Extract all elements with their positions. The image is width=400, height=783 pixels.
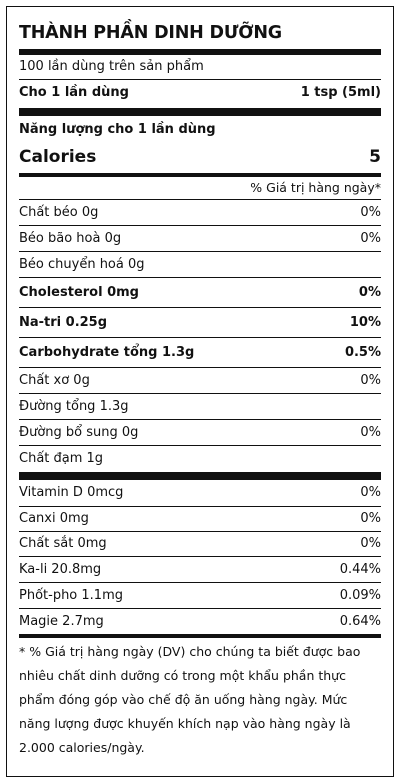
micronutrient-row: Phốt-pho 1.1mg 0.09% — [19, 582, 381, 608]
nutrient-dv: 0% — [360, 425, 381, 440]
nutrient-label: Chất béo 0g — [19, 205, 99, 220]
nutrient-label: Canxi 0mg — [19, 511, 89, 526]
nutrient-row: Béo bão hoà 0g 0% — [19, 225, 381, 251]
energy-per-serving-label: Năng lượng cho 1 lần dùng — [19, 122, 216, 137]
nutrient-dv: 0% — [360, 205, 381, 220]
micronutrient-row: Ka-li 20.8mg 0.44% — [19, 556, 381, 582]
nutrient-dv: 0.09% — [339, 588, 381, 603]
nutrient-label: Béo bão hoà 0g — [19, 231, 122, 246]
nutrient-row: Chất đạm 1g — [19, 445, 381, 472]
divider — [19, 634, 381, 638]
divider — [19, 108, 381, 116]
nutrient-dv: 0% — [360, 511, 381, 526]
nutrient-dv: 0.64% — [339, 614, 381, 629]
nutrient-row: Chất béo 0g 0% — [19, 199, 381, 225]
nutrient-dv: 0% — [360, 373, 381, 388]
nutrient-label: Na-tri 0.25g — [19, 315, 108, 330]
nutrient-row: Đường bổ sung 0g 0% — [19, 419, 381, 445]
micronutrient-row: Vitamin D 0mcg 0% — [19, 480, 381, 506]
nutrient-row: Cholesterol 0mg 0% — [19, 277, 381, 307]
nutrient-dv: 10% — [349, 315, 381, 330]
nutrition-facts-label: THÀNH PHẦN DINH DƯỠNG 100 lần dùng trên … — [6, 6, 394, 777]
label-title: THÀNH PHẦN DINH DƯỠNG — [19, 23, 282, 43]
nutrient-dv: 0.44% — [339, 562, 381, 577]
nutrient-row: Na-tri 0.25g 10% — [19, 307, 381, 337]
nutrient-dv: 0% — [358, 285, 381, 300]
nutrient-dv: 0% — [360, 485, 381, 500]
micronutrient-row: Chất sắt 0mg 0% — [19, 531, 381, 556]
serving-size-label: Cho 1 lần dùng — [19, 85, 129, 100]
divider — [19, 472, 381, 480]
nutrient-dv: 0% — [360, 536, 381, 551]
nutrient-label: Cholesterol 0mg — [19, 285, 139, 300]
calories-value: 5 — [369, 147, 381, 167]
nutrient-row: Đường tổng 1.3g — [19, 393, 381, 419]
nutrient-label: Đường tổng 1.3g — [19, 399, 129, 414]
calories-label: Calories — [19, 147, 97, 167]
nutrient-row: Chất xơ 0g 0% — [19, 367, 381, 393]
nutrient-label: Chất sắt 0mg — [19, 536, 107, 551]
micronutrient-row: Canxi 0mg 0% — [19, 506, 381, 531]
divider — [19, 79, 381, 80]
servings-per-container: 100 lần dùng trên sản phẩm — [19, 59, 204, 74]
divider — [19, 173, 381, 177]
nutrient-label: Phốt-pho 1.1mg — [19, 588, 123, 603]
daily-value-header: % Giá trị hàng ngày* — [250, 180, 381, 195]
serving-size-row: Cho 1 lần dùng 1 tsp (5ml) — [19, 80, 381, 108]
nutrient-dv: 0.5% — [344, 345, 381, 360]
nutrient-label: Đường bổ sung 0g — [19, 425, 139, 440]
daily-value-footnote: * % Giá trị hàng ngày (DV) cho chúng ta … — [19, 644, 361, 755]
calories-row: Calories 5 — [19, 144, 381, 173]
serving-size-value: 1 tsp (5ml) — [300, 85, 381, 100]
nutrient-label: Béo chuyển hoá 0g — [19, 257, 145, 272]
nutrient-dv: 0% — [360, 231, 381, 246]
nutrient-label: Magie 2.7mg — [19, 614, 104, 629]
nutrient-label: Chất đạm 1g — [19, 451, 104, 466]
nutrient-label: Carbohydrate tổng 1.3g — [19, 345, 195, 360]
nutrient-row: Béo chuyển hoá 0g — [19, 251, 381, 277]
nutrient-row: Carbohydrate tổng 1.3g 0.5% — [19, 337, 381, 367]
micronutrient-row: Magie 2.7mg 0.64% — [19, 608, 381, 634]
nutrient-label: Chất xơ 0g — [19, 373, 90, 388]
nutrient-label: Ka-li 20.8mg — [19, 562, 102, 577]
divider — [19, 49, 381, 55]
nutrient-label: Vitamin D 0mcg — [19, 485, 124, 500]
